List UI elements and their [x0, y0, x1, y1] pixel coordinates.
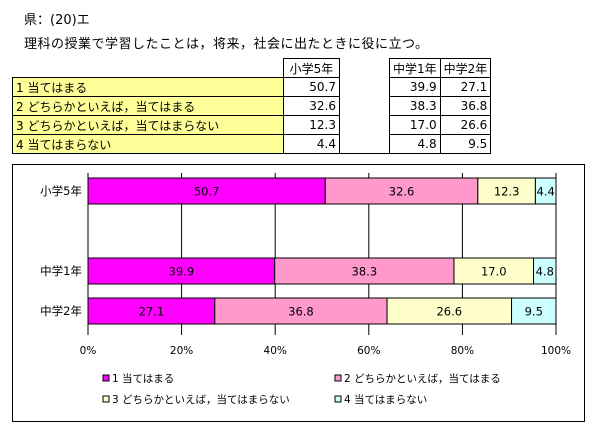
bar-segment — [324, 177, 479, 205]
data-label: 4.8 — [536, 265, 554, 279]
table-cell: 12.3 — [283, 115, 340, 135]
table-cell: 9.5 — [439, 134, 492, 154]
table-row: 2 どちらかといえば，当てはまる 32.6 38.3 36.8 — [12, 96, 492, 116]
bar-segment — [87, 297, 216, 325]
bar-segment — [453, 257, 535, 285]
data-label: 36.8 — [288, 305, 314, 319]
x-tick-label: 60% — [357, 345, 380, 357]
table-row-label: 2 どちらかといえば，当てはまる — [12, 96, 284, 116]
data-label: 27.1 — [139, 305, 165, 319]
table-cell: 17.0 — [389, 115, 441, 135]
table-cell: 36.8 — [439, 96, 492, 116]
table-col-header: 中学2年 — [439, 58, 492, 78]
legend-swatch — [102, 395, 110, 403]
data-label: 17.0 — [481, 265, 507, 279]
table-col-header: 中学1年 — [389, 58, 441, 78]
data-label: 38.3 — [352, 265, 378, 279]
table-row: 3 どちらかといえば，当てはまらない 12.3 17.0 26.6 — [12, 115, 492, 135]
x-tick-label: 40% — [264, 345, 287, 357]
stacked-bar-chart: 0% 20% 40% 60% 80% 100% 小学5年 50.7 32.6 12.3 4.4 中学1… — [40, 173, 571, 406]
data-label: 32.6 — [389, 185, 415, 199]
table-corner — [13, 59, 284, 78]
bar-segment — [534, 177, 557, 205]
category-label: 小学5年 — [40, 184, 82, 198]
bar-segment — [511, 297, 557, 325]
legend-swatch — [102, 374, 110, 382]
table-cell: 39.9 — [389, 77, 441, 97]
legend-label: 2 どちらかといえば，当てはまる — [344, 372, 501, 385]
table-row: 4 当てはまらない 4.4 4.8 9.5 — [12, 134, 492, 154]
legend-label: 4 当てはまらない — [344, 393, 427, 406]
table-row-label: 4 当てはまらない — [12, 134, 284, 154]
table-row-label: 1 当てはまる — [12, 77, 284, 97]
x-tick-label: 100% — [541, 345, 571, 357]
category-label: 中学2年 — [40, 304, 82, 318]
page-heading: 県：(20)エ — [24, 13, 90, 28]
x-tick-label: 0% — [80, 345, 97, 357]
data-label: 26.6 — [436, 305, 462, 319]
table-col-header: 小学5年 — [283, 58, 340, 78]
table-cell: 32.6 — [283, 96, 340, 116]
data-label: 9.5 — [525, 305, 543, 319]
chart-frame: 0% 20% 40% 60% 80% 100% 小学5年 50.7 32.6 12.3 4.4 中学1… — [12, 164, 585, 422]
bar-segment — [477, 177, 536, 205]
table-cell: 4.4 — [283, 134, 340, 154]
data-label: 12.3 — [494, 185, 520, 199]
category-label: 中学1年 — [40, 264, 82, 278]
bar-segment — [87, 257, 276, 285]
bar-segment — [274, 257, 455, 285]
data-label: 39.9 — [169, 265, 195, 279]
x-tick-label: 80% — [451, 345, 474, 357]
legend-swatch — [334, 374, 342, 382]
data-label: 50.7 — [194, 185, 220, 199]
question-text: 理科の授業で学習したことは，将来，社会に出たときに役に立つ。 — [24, 37, 429, 52]
legend-label: 1 当てはまる — [112, 372, 174, 385]
table-cell: 50.7 — [283, 77, 340, 97]
table-header-row: 小学5年 中学1年 中学2年 — [13, 58, 492, 78]
legend-swatch — [334, 395, 342, 403]
table-cell: 38.3 — [389, 96, 441, 116]
bar-segment — [87, 177, 326, 205]
x-tick-label: 20% — [170, 345, 193, 357]
table-gap — [339, 58, 390, 78]
table-cell: 26.6 — [439, 115, 492, 135]
table-row: 1 当てはまる 50.7 39.9 27.1 — [12, 77, 492, 97]
data-label: 4.4 — [537, 185, 555, 199]
table-cell: 4.8 — [389, 134, 441, 154]
response-table: 小学5年 中学1年 中学2年 1 当てはまる 50.7 39.9 27.1 2 … — [12, 58, 492, 154]
table-row-label: 3 どちらかといえば，当てはまらない — [12, 115, 284, 135]
legend-label: 3 どちらかといえば，当てはまらない — [112, 393, 290, 406]
table-cell: 27.1 — [439, 77, 492, 97]
bar-segment — [533, 257, 557, 285]
bar-segment — [386, 297, 513, 325]
